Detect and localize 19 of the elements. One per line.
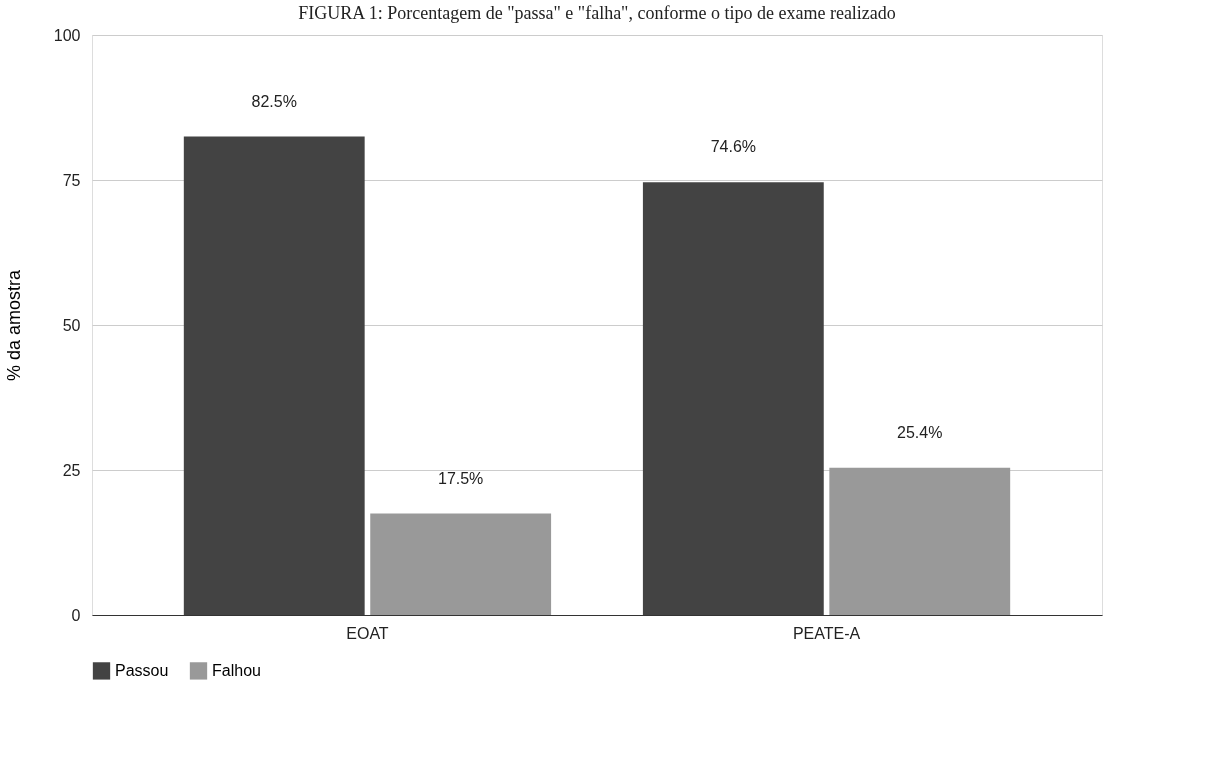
bar xyxy=(829,467,1011,615)
data-label: 17.5% xyxy=(437,469,484,487)
chart-title: FIGURA 1: Porcentagem de "passa" e "falha", conforme o tipo de exame realizado xyxy=(298,3,896,23)
legend-label: Falhou xyxy=(212,661,261,679)
y-tick-label: 100 xyxy=(53,26,81,44)
data-label: 74.6% xyxy=(710,138,757,156)
data-label: 25.4% xyxy=(897,423,943,441)
y-tick-label: 50 xyxy=(62,316,81,334)
y-tick-label: 25 xyxy=(62,461,81,479)
bar xyxy=(642,182,824,615)
legend-label: Passou xyxy=(115,661,169,679)
bar xyxy=(183,136,365,615)
x-tick-label: PEATE-A xyxy=(792,624,861,642)
y-tick-label: 75 xyxy=(62,171,81,189)
x-tick-label: EOAT xyxy=(346,624,389,642)
bar xyxy=(370,513,552,615)
y-axis-title: % da amostra xyxy=(3,268,24,382)
y-tick-label: 0 xyxy=(71,606,81,624)
data-label: 82.5% xyxy=(251,92,297,110)
